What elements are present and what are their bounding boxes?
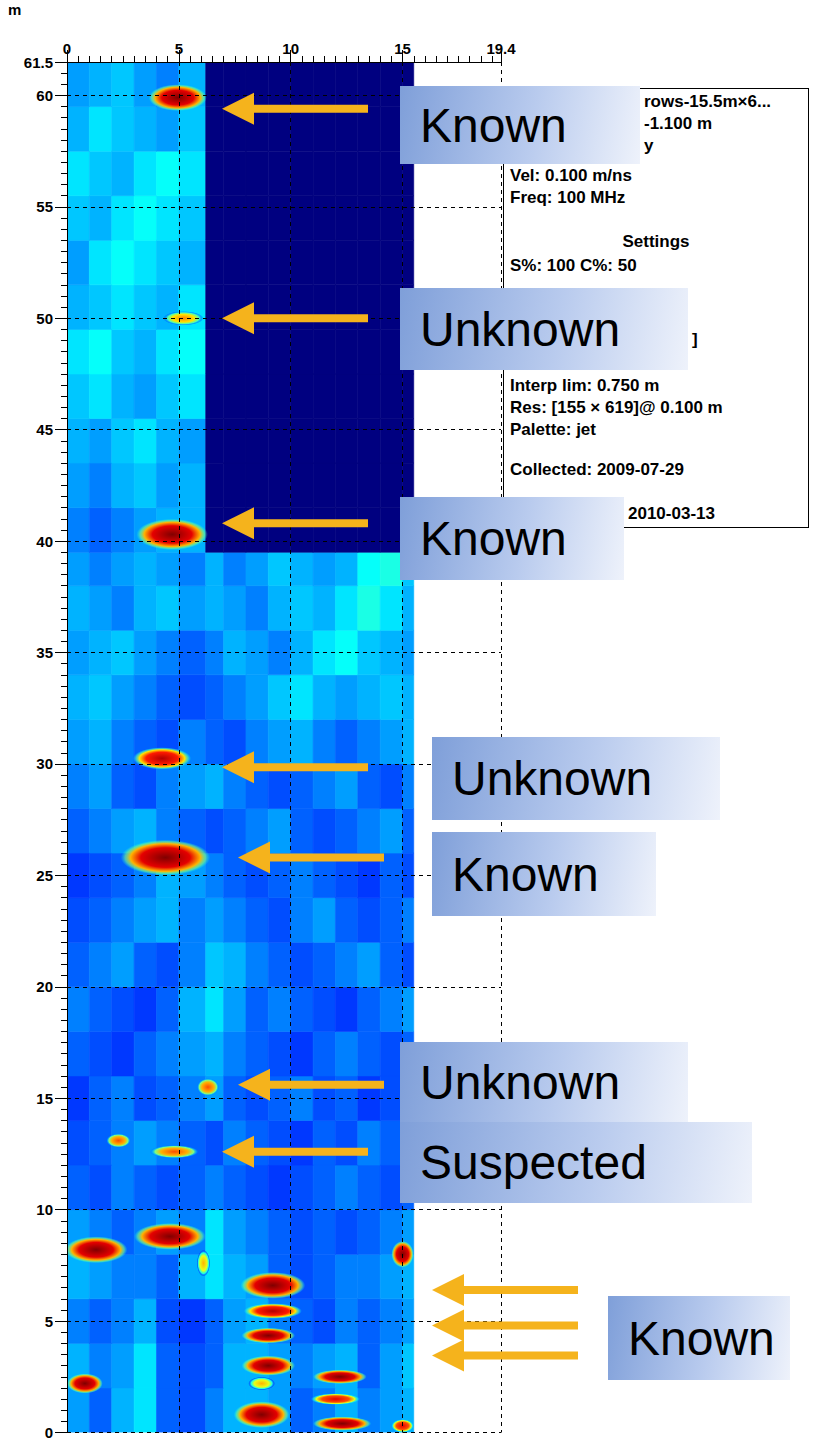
html-text:2010-03-13: 2010-03-13 (628, 504, 715, 523)
svg-text:5: 5 (45, 1313, 53, 1330)
svg-text:25: 25 (36, 867, 53, 884)
html-text:Unknown: Unknown (452, 752, 653, 805)
svg-text:20: 20 (36, 978, 53, 995)
html-text:Vel: 0.100 m/ns: Vel: 0.100 m/ns (510, 166, 632, 185)
svg-text:0: 0 (63, 40, 71, 57)
svg-text:0: 0 (45, 1424, 53, 1440)
html-text:Res: [155 × 619]@ 0.100 m: Res: [155 × 619]@ 0.100 m (510, 398, 723, 417)
html-text:Known: Known (628, 1311, 775, 1365)
svg-text:15: 15 (36, 1090, 53, 1107)
svg-text:5: 5 (175, 40, 183, 57)
svg-text:55: 55 (36, 198, 53, 215)
html-text:y: y (644, 136, 654, 155)
html-text:Freq: 100 MHz: Freq: 100 MHz (510, 188, 626, 207)
html-text:Suspected: Suspected (420, 1136, 647, 1189)
svg-text:30: 30 (36, 755, 53, 772)
svg-text:60: 60 (36, 87, 53, 104)
html-text:Collected: 2009-07-29: Collected: 2009-07-29 (510, 460, 684, 479)
svg-text:m: m (8, 1, 21, 18)
html-text:Known: Known (420, 98, 567, 152)
svg-text:10: 10 (36, 1201, 53, 1218)
html-text:Unknown: Unknown (420, 1055, 621, 1109)
html-text:Unknown: Unknown (420, 302, 621, 356)
html-text:Settings: Settings (622, 232, 690, 251)
svg-text:40: 40 (36, 533, 53, 550)
svg-text:35: 35 (36, 644, 53, 661)
svg-text:15: 15 (394, 40, 411, 57)
html-text:Known: Known (420, 512, 567, 565)
html-text:Known: Known (452, 847, 599, 901)
svg-text:10: 10 (282, 40, 299, 57)
html-text:S%: 100 C%: 50: S%: 100 C%: 50 (510, 256, 637, 275)
html-text:-1.100 m: -1.100 m (644, 114, 712, 133)
svg-text:45: 45 (36, 421, 53, 438)
svg-text:50: 50 (36, 310, 53, 327)
html-text:rows-15.5m×6...: rows-15.5m×6... (644, 92, 772, 111)
svg-text:61.5: 61.5 (24, 54, 53, 71)
html-text:Palette: jet: Palette: jet (510, 420, 596, 439)
svg-text:19.4: 19.4 (486, 40, 516, 57)
html-text:Interp lim: 0.750 m: Interp lim: 0.750 m (510, 376, 660, 395)
